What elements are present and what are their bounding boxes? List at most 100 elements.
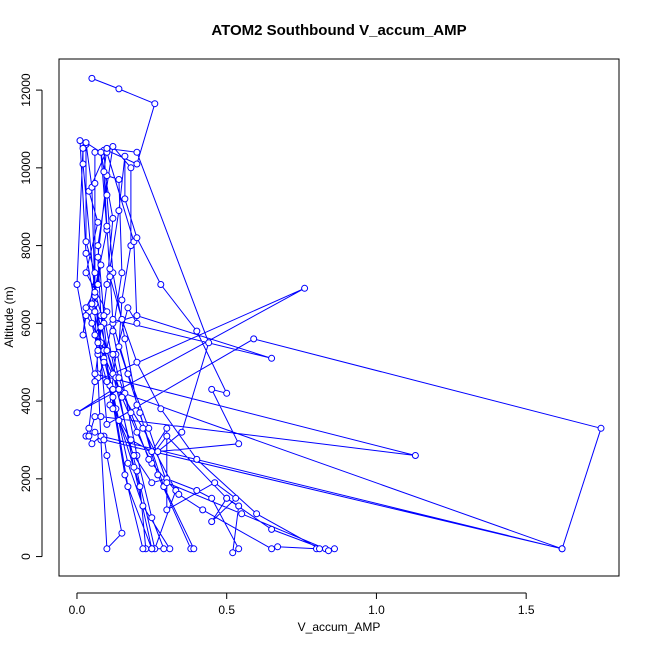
data-point (118, 269, 126, 277)
data-point (91, 179, 99, 187)
series-layer (73, 74, 605, 557)
data-point (85, 424, 93, 432)
data-point (118, 529, 126, 537)
data-point (103, 545, 111, 553)
data-point (235, 545, 243, 553)
x-tick-label: 1.0 (368, 603, 385, 617)
data-point (154, 471, 162, 479)
data-point (109, 350, 117, 358)
data-point (145, 455, 153, 463)
data-point (91, 370, 99, 378)
data-point (208, 385, 216, 393)
x-axis-label: V_accum_AMP (298, 620, 381, 634)
data-point (88, 440, 96, 448)
data-point (91, 148, 99, 156)
y-tick-label: 10000 (19, 151, 33, 185)
data-point (558, 545, 566, 553)
data-point (121, 335, 129, 343)
y-tick-label: 6000 (19, 310, 33, 337)
data-point (331, 545, 338, 553)
data-point (121, 152, 129, 160)
data-point (94, 253, 102, 261)
data-point (163, 424, 171, 432)
data-point (133, 148, 141, 156)
data-point (82, 312, 90, 320)
data-point (166, 545, 174, 553)
data-point (79, 331, 87, 339)
data-point (115, 207, 123, 215)
data-point (91, 378, 99, 386)
data-point (190, 545, 198, 553)
data-point (229, 549, 237, 557)
data-point (79, 144, 87, 152)
data-point (82, 238, 90, 246)
chart-title: ATOM2 Southbound V_accum_AMP (211, 22, 466, 39)
data-point (115, 176, 123, 183)
data-point (100, 312, 108, 320)
data-point (223, 494, 231, 502)
data-point (148, 545, 156, 553)
data-point (94, 218, 102, 226)
data-point (268, 354, 276, 362)
data-point (94, 281, 102, 288)
data-point (82, 269, 90, 277)
data-point (325, 547, 332, 555)
data-point (127, 409, 135, 417)
data-point (130, 452, 138, 459)
data-point (97, 261, 105, 269)
data-point (139, 545, 147, 553)
data-point (97, 148, 105, 156)
data-point (85, 432, 93, 440)
data-point (97, 413, 105, 421)
data-point (118, 393, 126, 401)
data-point (73, 409, 81, 417)
data-point (82, 249, 90, 257)
data-point (133, 401, 141, 409)
data-point (118, 296, 126, 304)
data-point (109, 393, 117, 401)
data-point (100, 168, 108, 176)
data-point (268, 545, 276, 553)
data-point (157, 405, 165, 413)
data-point (163, 479, 171, 487)
data-point (208, 518, 216, 526)
data-point (118, 315, 126, 323)
data-point (73, 281, 81, 288)
data-point (76, 137, 84, 145)
data-point (136, 483, 144, 491)
data-point (160, 545, 168, 553)
data-point (133, 234, 141, 242)
data-point (411, 452, 419, 459)
data-point (139, 502, 147, 510)
data-point (91, 413, 99, 421)
data-point (109, 143, 117, 150)
data-point (211, 479, 219, 487)
data-point (109, 214, 117, 222)
data-point (109, 405, 117, 413)
data-point (94, 339, 102, 347)
data-point (124, 459, 132, 467)
data-point (109, 327, 117, 335)
data-point (175, 490, 183, 498)
data-point (91, 308, 99, 316)
data-point (250, 335, 258, 343)
data-point (235, 440, 243, 448)
data-point (82, 304, 90, 312)
data-point (193, 487, 201, 494)
data-point (253, 510, 261, 518)
y-tick-label: 2000 (19, 465, 33, 492)
data-point (301, 284, 309, 292)
x-tick-label: 0.5 (218, 603, 235, 617)
y-tick-label: 12000 (19, 73, 33, 107)
data-point (235, 502, 243, 510)
data-point (91, 269, 99, 277)
x-tick-label: 1.5 (518, 603, 535, 617)
data-point (115, 85, 123, 93)
data-point (109, 385, 117, 393)
data-point (103, 144, 111, 152)
data-point (103, 281, 111, 288)
y-tick-label: 8000 (19, 232, 33, 259)
data-point (193, 327, 201, 335)
data-point (139, 424, 147, 432)
data-point (97, 323, 105, 331)
